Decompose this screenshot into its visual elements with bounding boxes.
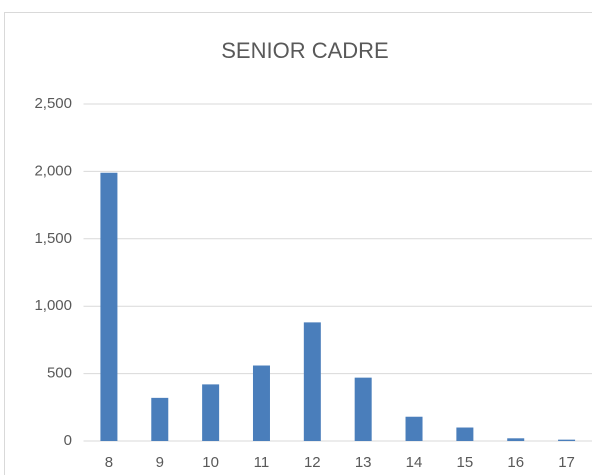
y-tick-label: 0 (64, 432, 72, 449)
bar (202, 384, 220, 441)
bar (405, 416, 423, 441)
x-tick-label: 17 (558, 454, 575, 471)
x-tick-label: 12 (304, 454, 321, 471)
bar (507, 438, 525, 441)
x-tick-label: 9 (156, 454, 164, 471)
x-tick-label: 14 (406, 454, 423, 471)
x-tick-label: 15 (457, 454, 474, 471)
bar (303, 322, 321, 441)
bar (456, 427, 474, 441)
x-tick-label: 13 (355, 454, 372, 471)
bar (354, 377, 372, 441)
chart-frame (4, 12, 592, 475)
x-tick-label: 16 (507, 454, 524, 471)
y-tick-label: 1,500 (34, 230, 72, 247)
y-tick-label: 1,000 (34, 297, 72, 314)
chart-title: SENIOR CADRE (221, 38, 388, 63)
bar (100, 172, 118, 442)
y-tick-label: 500 (47, 365, 72, 382)
y-tick-label: 2,500 (34, 95, 72, 112)
x-tick-label: 11 (254, 454, 270, 471)
bar (252, 365, 270, 441)
x-tick-label: 8 (105, 454, 113, 471)
y-tick-label: 2,000 (34, 162, 72, 179)
bar (151, 397, 169, 441)
bar (558, 439, 576, 441)
x-tick-label: 10 (202, 454, 219, 471)
